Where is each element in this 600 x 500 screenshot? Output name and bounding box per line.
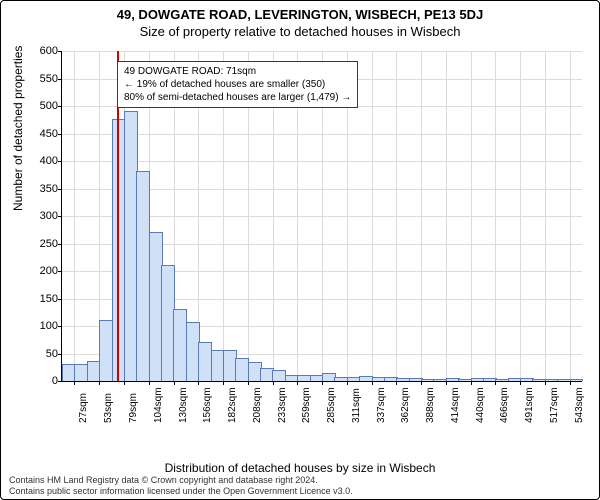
y-tick-mark — [58, 326, 62, 327]
x-tick-label: 233sqm — [277, 387, 288, 423]
annotation-line2: ← 19% of detached houses are smaller (35… — [124, 78, 351, 91]
title-address: 49, DOWGATE ROAD, LEVERINGTON, WISBECH, … — [1, 7, 599, 22]
gridline-v — [74, 51, 75, 381]
x-tick-mark — [74, 381, 75, 385]
x-tick-mark — [446, 381, 447, 385]
chart-container: 49, DOWGATE ROAD, LEVERINGTON, WISBECH, … — [0, 0, 600, 500]
x-tick-label: 543sqm — [574, 387, 585, 423]
x-tick-mark — [99, 381, 100, 385]
gridline-v — [545, 51, 546, 381]
x-tick-label: 285sqm — [326, 387, 337, 423]
gridline-v — [446, 51, 447, 381]
x-tick-label: 27sqm — [78, 393, 89, 423]
y-tick-mark — [58, 381, 62, 382]
x-tick-label: 337sqm — [376, 387, 387, 423]
x-tick-label: 130sqm — [178, 387, 189, 423]
y-tick-mark — [58, 271, 62, 272]
y-tick-label: 350 — [32, 183, 58, 195]
y-tick-label: 450 — [32, 128, 58, 140]
histogram-bar — [570, 379, 584, 381]
x-tick-label: 311sqm — [351, 388, 362, 423]
x-tick-label: 104sqm — [153, 387, 164, 423]
y-tick-mark — [58, 51, 62, 52]
footer-line1: Contains HM Land Registry data © Crown c… — [9, 475, 591, 486]
annotation-box: 49 DOWGATE ROAD: 71sqm ← 19% of detached… — [117, 61, 358, 108]
x-tick-label: 440sqm — [475, 387, 486, 423]
gridline-v — [495, 51, 496, 381]
x-tick-mark — [545, 381, 546, 385]
y-axis-label: Number of detached properties — [11, 46, 25, 211]
y-tick-label: 250 — [32, 238, 58, 250]
x-tick-mark — [570, 381, 571, 385]
y-tick-mark — [58, 189, 62, 190]
y-tick-mark — [58, 216, 62, 217]
x-tick-label: 491sqm — [524, 387, 535, 423]
y-tick-mark — [58, 244, 62, 245]
x-tick-mark — [273, 381, 274, 385]
y-tick-mark — [58, 161, 62, 162]
x-tick-mark — [396, 381, 397, 385]
x-tick-label: 517sqm — [549, 387, 560, 423]
x-tick-label: 362sqm — [400, 387, 411, 423]
y-tick-label: 500 — [32, 100, 58, 112]
x-tick-label: 208sqm — [252, 387, 263, 423]
x-tick-mark — [223, 381, 224, 385]
y-tick-label: 0 — [32, 375, 58, 387]
x-tick-label: 466sqm — [499, 387, 510, 423]
x-tick-mark — [347, 381, 348, 385]
x-axis-label: Distribution of detached houses by size … — [1, 461, 599, 475]
x-tick-label: 414sqm — [450, 387, 461, 423]
y-tick-mark — [58, 299, 62, 300]
gridline-v — [570, 51, 571, 381]
x-tick-mark — [174, 381, 175, 385]
chart-area: 49 DOWGATE ROAD: 71sqm ← 19% of detached… — [61, 51, 581, 421]
title-subtitle: Size of property relative to detached ho… — [1, 24, 599, 39]
x-tick-label: 259sqm — [301, 387, 312, 423]
gridline-v — [471, 51, 472, 381]
y-tick-mark — [58, 106, 62, 107]
x-tick-mark — [297, 381, 298, 385]
y-tick-mark — [58, 354, 62, 355]
x-tick-label: 388sqm — [425, 387, 436, 423]
x-tick-label: 182sqm — [227, 387, 238, 423]
annotation-line3: 80% of semi-detached houses are larger (… — [124, 91, 351, 104]
x-tick-mark — [124, 381, 125, 385]
footer-line2: Contains public sector information licen… — [9, 486, 591, 497]
y-tick-label: 50 — [32, 348, 58, 360]
gridline-v — [396, 51, 397, 381]
x-tick-mark — [495, 381, 496, 385]
annotation-line1: 49 DOWGATE ROAD: 71sqm — [124, 65, 351, 78]
y-tick-label: 600 — [32, 45, 58, 57]
y-tick-label: 300 — [32, 210, 58, 222]
x-tick-mark — [471, 381, 472, 385]
x-tick-mark — [520, 381, 521, 385]
x-tick-mark — [248, 381, 249, 385]
x-tick-mark — [198, 381, 199, 385]
y-tick-label: 100 — [32, 320, 58, 332]
y-tick-label: 400 — [32, 155, 58, 167]
x-tick-mark — [149, 381, 150, 385]
x-tick-mark — [421, 381, 422, 385]
plot-region: 49 DOWGATE ROAD: 71sqm ← 19% of detached… — [61, 51, 582, 382]
x-tick-label: 156sqm — [202, 387, 213, 423]
y-tick-mark — [58, 134, 62, 135]
x-tick-label: 79sqm — [128, 393, 139, 423]
gridline-v — [421, 51, 422, 381]
x-tick-mark — [372, 381, 373, 385]
y-tick-label: 550 — [32, 73, 58, 85]
footer: Contains HM Land Registry data © Crown c… — [9, 475, 591, 497]
x-tick-mark — [322, 381, 323, 385]
gridline-v — [372, 51, 373, 381]
x-tick-label: 53sqm — [103, 393, 114, 423]
y-tick-label: 200 — [32, 265, 58, 277]
y-tick-mark — [58, 79, 62, 80]
gridline-v — [520, 51, 521, 381]
y-tick-label: 150 — [32, 293, 58, 305]
